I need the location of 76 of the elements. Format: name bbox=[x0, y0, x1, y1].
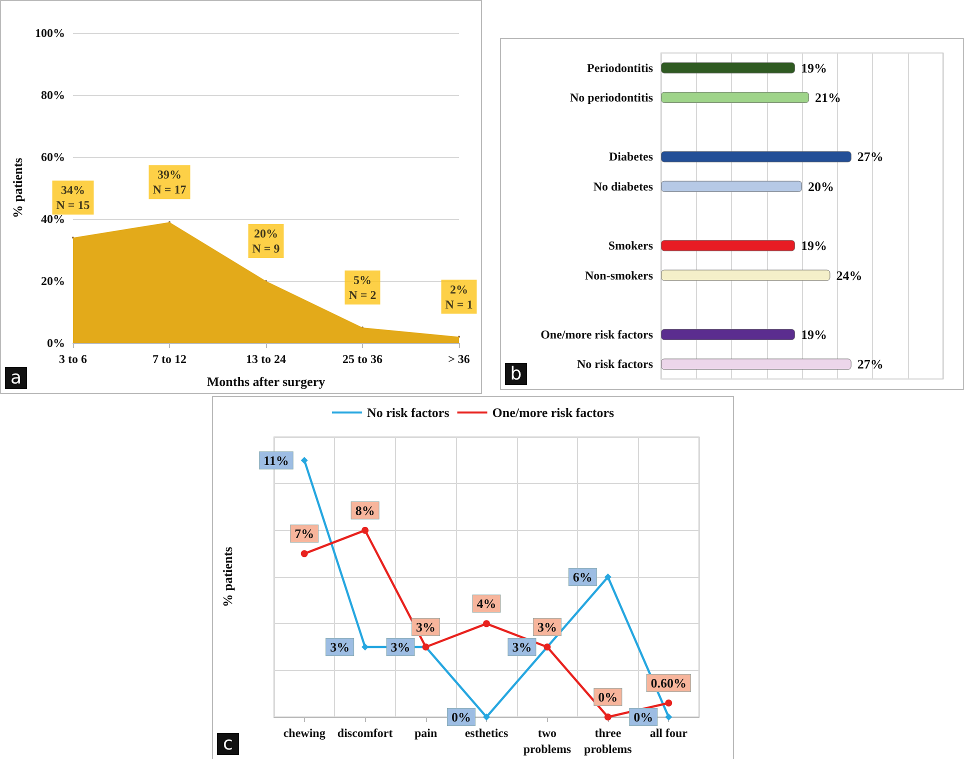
bar bbox=[661, 358, 852, 370]
legend-label: No risk factors bbox=[366, 405, 450, 420]
x-tick-label: all four bbox=[650, 726, 688, 740]
y-tick-label: No risk factors bbox=[577, 357, 654, 372]
data-label: 11% bbox=[264, 452, 289, 468]
x-tick-label: 13 to 24 bbox=[246, 352, 286, 366]
data-label: 3% bbox=[537, 620, 557, 634]
x-tick-label: two problems bbox=[523, 726, 572, 756]
y-tick-label: 0% bbox=[47, 336, 65, 350]
data-label: 21% bbox=[815, 90, 842, 105]
y-tick-label: 60% bbox=[41, 150, 65, 164]
y-tick-label: Non-smokers bbox=[585, 268, 654, 282]
legend-label: One/more risk factors bbox=[492, 405, 614, 420]
annotation: 5% N = 2 bbox=[348, 273, 376, 302]
point bbox=[300, 550, 308, 558]
bar bbox=[661, 62, 795, 74]
y-tick-label: 80% bbox=[41, 88, 65, 102]
x-tick-label: esthetics bbox=[464, 726, 508, 740]
data-label: 0% bbox=[452, 710, 471, 724]
x-tick-label: 7 to 12 bbox=[152, 352, 186, 366]
x-tick-label: 3 to 6 bbox=[59, 352, 87, 366]
y-axis-title: % patients bbox=[220, 546, 235, 608]
x-axis-title: Months after surgery bbox=[206, 374, 326, 389]
bar bbox=[661, 151, 852, 162]
data-label: 20% bbox=[808, 178, 834, 194]
data-label: 19% bbox=[800, 238, 827, 254]
annotation: 2% N = 1 bbox=[445, 282, 473, 312]
y-tick-label: 100% bbox=[35, 26, 65, 40]
bar bbox=[661, 92, 810, 103]
data-label: 19% bbox=[800, 327, 827, 342]
x-tick-label: 25 to 36 bbox=[342, 352, 382, 366]
annotation: 34% N = 15 bbox=[56, 183, 90, 212]
x-tick-label: three problems bbox=[584, 726, 632, 756]
y-tick-label: No diabetes bbox=[593, 179, 654, 194]
bar bbox=[661, 329, 795, 340]
y-tick-label: Periodontitis bbox=[587, 60, 654, 75]
point bbox=[604, 714, 612, 720]
data-label: 3% bbox=[512, 640, 532, 654]
point bbox=[665, 700, 672, 706]
data-label: 19% bbox=[800, 60, 827, 76]
text: c bbox=[223, 734, 233, 754]
bar bbox=[661, 180, 802, 192]
data-label: 8% bbox=[355, 502, 375, 518]
data-label: 27% bbox=[857, 356, 884, 372]
point bbox=[604, 574, 612, 580]
x-tick-label: discomfort bbox=[337, 726, 393, 740]
y-tick-label: 40% bbox=[41, 212, 65, 226]
data-label: 4% bbox=[476, 596, 496, 612]
data-label: 7% bbox=[294, 526, 314, 542]
annotation: 39% N = 17 bbox=[152, 168, 186, 197]
point bbox=[483, 620, 490, 628]
x-tick-label: chewing bbox=[283, 726, 326, 740]
point bbox=[362, 526, 369, 534]
data-label: 6% bbox=[572, 570, 592, 584]
y-axis-title: % patients bbox=[10, 158, 26, 218]
data-label: 3% bbox=[416, 620, 436, 634]
data-label: 24% bbox=[836, 268, 862, 283]
data-label: 3% bbox=[330, 640, 350, 654]
annotation: 20% N = 9 bbox=[252, 226, 280, 256]
y-tick-label: One/more risk factors bbox=[540, 328, 654, 342]
point bbox=[483, 714, 490, 720]
text: a bbox=[10, 368, 22, 388]
y-tick-label: Smokers bbox=[608, 238, 654, 253]
text: b bbox=[510, 364, 522, 384]
y-tick-label: Diabetes bbox=[609, 150, 654, 164]
y-tick-label: No periodontitis bbox=[570, 90, 654, 104]
data-label: 3% bbox=[390, 640, 410, 654]
data-label: 27% bbox=[857, 149, 884, 164]
x-tick-label: > 36 bbox=[448, 352, 470, 366]
x-tick-label: pain bbox=[414, 726, 438, 740]
y-tick-label: 20% bbox=[41, 274, 65, 288]
point bbox=[665, 714, 672, 720]
bar bbox=[661, 240, 795, 252]
point bbox=[300, 456, 308, 464]
data-label: 0.60% bbox=[650, 676, 687, 690]
bar bbox=[661, 270, 830, 281]
